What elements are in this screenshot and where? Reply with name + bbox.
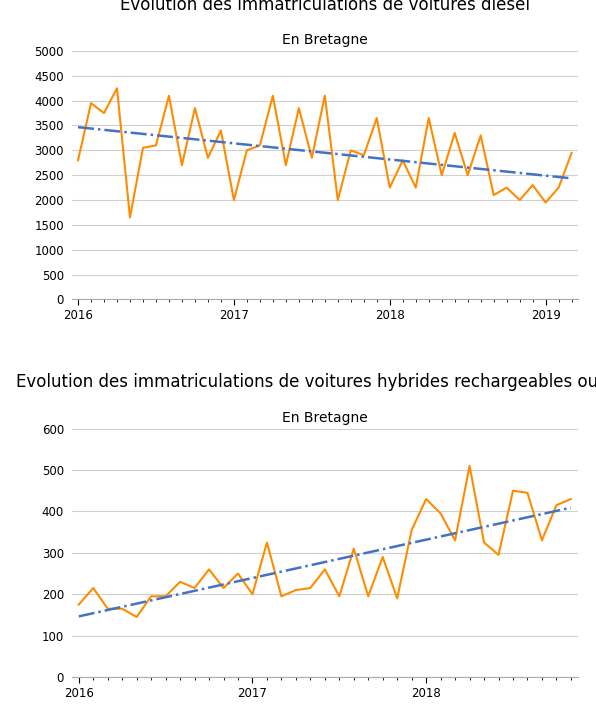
Title: En Bretagne: En Bretagne xyxy=(282,411,368,424)
Text: Evolution des immatriculations de voitures hybrides rechargeables ou non: Evolution des immatriculations de voitur… xyxy=(15,373,596,392)
Title: En Bretagne: En Bretagne xyxy=(282,33,368,47)
Text: Evolution des immatriculations de voitures diesel: Evolution des immatriculations de voitur… xyxy=(120,0,530,14)
